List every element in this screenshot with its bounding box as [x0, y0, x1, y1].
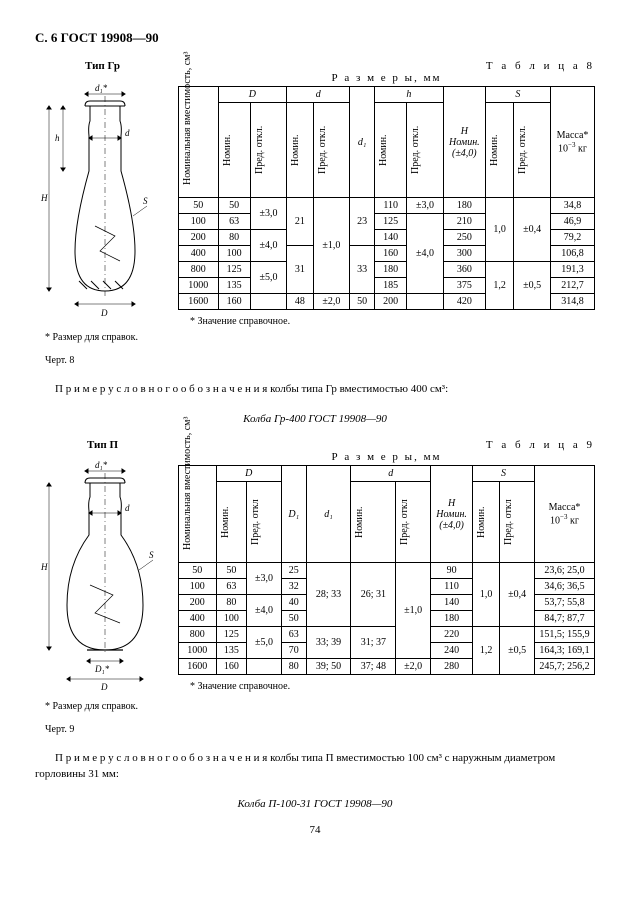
table-row: 5050±3,021±1,023110±3,01801,0±0,434,8 [179, 198, 595, 214]
figure-8-column: Тип Гр d₁* d [35, 60, 170, 366]
section-gr: Тип Гр d₁* d [35, 60, 595, 366]
table-9: Номинальная вместимость, см³ D D₁ d₁ d H… [178, 465, 595, 675]
page-number: 74 [35, 824, 595, 836]
table-9-footnote: * Значение справочное. [178, 681, 595, 692]
table-8-column: Т а б л и ц а 8 Р а з м е р ы, мм Номина… [178, 60, 595, 327]
type-label-gr: Тип Гр [35, 60, 170, 72]
svg-text:D: D [100, 308, 108, 318]
table-8: Номинальная вместимость, см³ D d d₁ h HН… [178, 86, 595, 310]
figure-9-column: Тип П d₁* d [35, 439, 170, 735]
table-9-caption: Р а з м е р ы, мм [178, 451, 595, 463]
svg-text:D: D [100, 682, 108, 692]
figure-9-drawing: d₁* d H S D₁* [35, 455, 165, 695]
figure-8-note: * Размер для справок. [35, 332, 170, 343]
section-p: Тип П d₁* d [35, 439, 595, 735]
table-row: 800125±5,06333; 3931; 372201,2±0,5151,5;… [179, 627, 595, 643]
svg-text:H: H [40, 562, 48, 572]
figure-9-number: Черт. 9 [35, 724, 170, 735]
table-8-label: Т а б л и ц а 8 [178, 60, 595, 72]
svg-text:D₁*: D₁* [94, 664, 110, 674]
svg-text:d: d [125, 503, 130, 513]
table-9-column: Т а б л и ц а 9 Р а з м е р ы, мм Номина… [178, 439, 595, 692]
svg-text:h: h [55, 133, 60, 143]
svg-text:d: d [125, 128, 130, 138]
type-label-p: Тип П [35, 439, 170, 451]
table-9-label: Т а б л и ц а 9 [178, 439, 595, 451]
page-header: С. 6 ГОСТ 19908—90 [35, 30, 595, 46]
example-1-designation: Колба Гр-400 ГОСТ 19908—90 [35, 413, 595, 425]
example-2-designation: Колба П-100-31 ГОСТ 19908—90 [35, 798, 595, 810]
svg-text:H: H [40, 193, 48, 203]
table-row: 800125±5,01803601,2±0,5191,3 [179, 262, 595, 278]
table-8-caption: Р а з м е р ы, мм [178, 72, 595, 84]
example-2-text: П р и м е р у с л о в н о г о о б о з н … [35, 751, 595, 782]
example-1-text: П р и м е р у с л о в н о г о о б о з н … [35, 382, 595, 397]
svg-text:S: S [149, 550, 154, 560]
figure-9-note: * Размер для справок. [35, 701, 170, 712]
figure-8-number: Черт. 8 [35, 355, 170, 366]
svg-text:S: S [143, 196, 148, 206]
table-8-footnote: * Значение справочное. [178, 316, 595, 327]
table-row: 5050±3,02528; 3326; 31±1,0901,0±0,423,6;… [179, 563, 595, 579]
figure-8-drawing: d₁* d h H S [35, 76, 165, 326]
svg-text:d₁*: d₁* [95, 460, 108, 470]
svg-text:d₁*: d₁* [95, 83, 108, 93]
